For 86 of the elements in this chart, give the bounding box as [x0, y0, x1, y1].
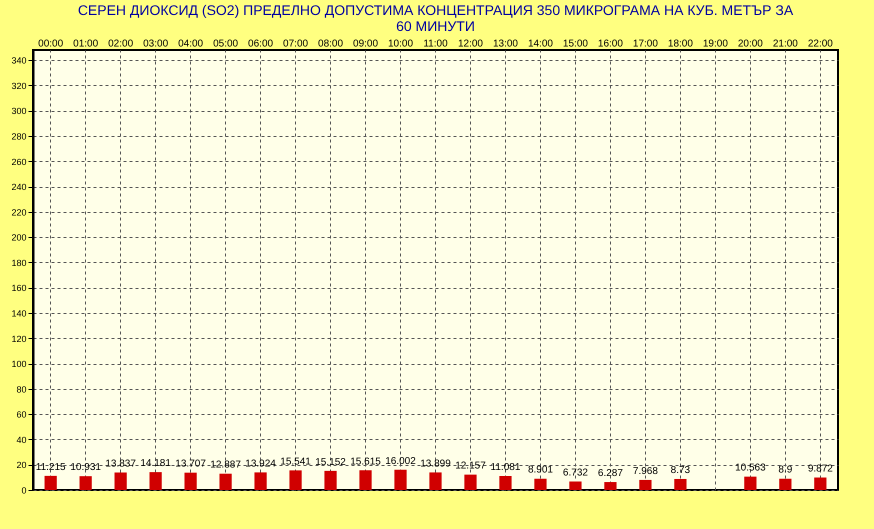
y-tick-label: 80 [16, 384, 26, 394]
x-tick-label: 20:00 [738, 38, 764, 50]
data-label: 11.081 [490, 462, 521, 473]
y-tick-label: 220 [11, 207, 26, 218]
bar [359, 470, 372, 490]
x-tick-label: 02:00 [108, 38, 134, 50]
bar [569, 481, 582, 490]
x-tick-label: 18:00 [668, 38, 694, 50]
y-tick-label: 60 [16, 410, 26, 420]
data-label: 14.181 [140, 458, 172, 470]
bar [534, 478, 547, 490]
x-tick-label: 05:00 [213, 38, 239, 50]
y-tick-label: 180 [11, 258, 26, 268]
data-label: 8.901 [528, 464, 554, 476]
data-label: 7.968 [632, 466, 658, 477]
chart-title: СЕРЕН ДИОКСИД (SO2) ПРЕДЕЛНО ДОПУСТИМА КОНЦЕНТРАЦИЯ 350 МИКРОГРАМА НА КУБ. МЕТЪР ЗА 60 МИНУТИ [78, 2, 794, 34]
bar [289, 470, 302, 490]
data-label: 10.931 [70, 462, 102, 474]
y-tick-label: 140 [11, 308, 26, 318]
y-tick-label: 20 [16, 460, 26, 470]
y-tick-label: 0 [21, 486, 26, 496]
bar [639, 480, 652, 490]
data-label: 13.837 [105, 458, 136, 470]
data-label: 6.732 [562, 467, 588, 478]
bar [324, 470, 337, 490]
data-label: 8.9 [778, 464, 793, 476]
bar [80, 476, 92, 490]
data-label: 6.287 [598, 468, 624, 480]
x-tick-label: 17:00 [632, 38, 658, 50]
y-tick-label: 240 [11, 182, 26, 192]
x-tick-label: 09:00 [353, 38, 378, 50]
data-label: 12.887 [210, 460, 242, 471]
bar [394, 470, 407, 490]
data-label: 15.615 [350, 456, 382, 468]
bar [499, 476, 512, 490]
x-tick-label: 13:00 [492, 38, 518, 50]
bar [814, 478, 826, 490]
bar [254, 472, 267, 490]
y-tick-label: 40 [16, 434, 26, 445]
x-tick-label: 14:00 [528, 38, 554, 50]
y-tick-label: 100 [11, 359, 26, 370]
x-tick-label: 06:00 [248, 38, 274, 50]
bar [779, 478, 792, 490]
x-tick-label: 04:00 [178, 38, 204, 50]
x-tick-label: 21:00 [772, 38, 798, 50]
x-tick-label: 01:00 [73, 38, 99, 50]
data-label: 13.707 [175, 458, 206, 470]
bar [674, 478, 687, 490]
data-label: 12.157 [455, 460, 486, 472]
data-label: 11.215 [36, 462, 66, 473]
x-tick-label: 03:00 [143, 38, 169, 50]
x-tick-label: 08:00 [318, 38, 344, 50]
bar [604, 482, 617, 490]
y-tick-label: 160 [11, 283, 26, 294]
x-tick-label: 10:00 [388, 38, 414, 50]
data-label: 13.899 [420, 458, 452, 470]
bar [114, 472, 127, 490]
bar [44, 476, 57, 490]
y-tick-label: 200 [11, 232, 26, 243]
x-tick-label: 19:00 [702, 38, 728, 50]
data-label: 8.73 [670, 464, 691, 476]
data-label: 15.152 [315, 456, 346, 468]
x-tick-label: 11:00 [423, 38, 448, 50]
y-tick-label: 340 [11, 56, 26, 66]
bar [464, 474, 477, 490]
x-tick-label: 16:00 [598, 38, 624, 50]
bar [429, 472, 442, 490]
bar [184, 472, 197, 490]
y-tick-label: 260 [11, 156, 26, 167]
data-label: 9.872 [808, 464, 834, 475]
y-tick-label: 120 [11, 334, 26, 344]
x-tick-label: 00:00 [38, 38, 64, 50]
bar [219, 474, 232, 490]
bar [150, 472, 162, 490]
bar [744, 476, 756, 490]
y-tick-label: 320 [11, 80, 26, 91]
data-label: 10.563 [735, 462, 766, 474]
data-label: 13.924 [245, 458, 276, 470]
data-label: 15.541 [280, 456, 312, 468]
data-label: 16.002 [385, 456, 416, 467]
x-tick-label: 07:00 [283, 38, 309, 50]
y-tick-label: 300 [11, 106, 26, 116]
x-tick-label: 12:00 [458, 38, 484, 50]
y-tick-label: 280 [11, 131, 26, 142]
x-tick-label: 15:00 [562, 38, 588, 50]
x-tick-label: 22:00 [808, 38, 834, 50]
